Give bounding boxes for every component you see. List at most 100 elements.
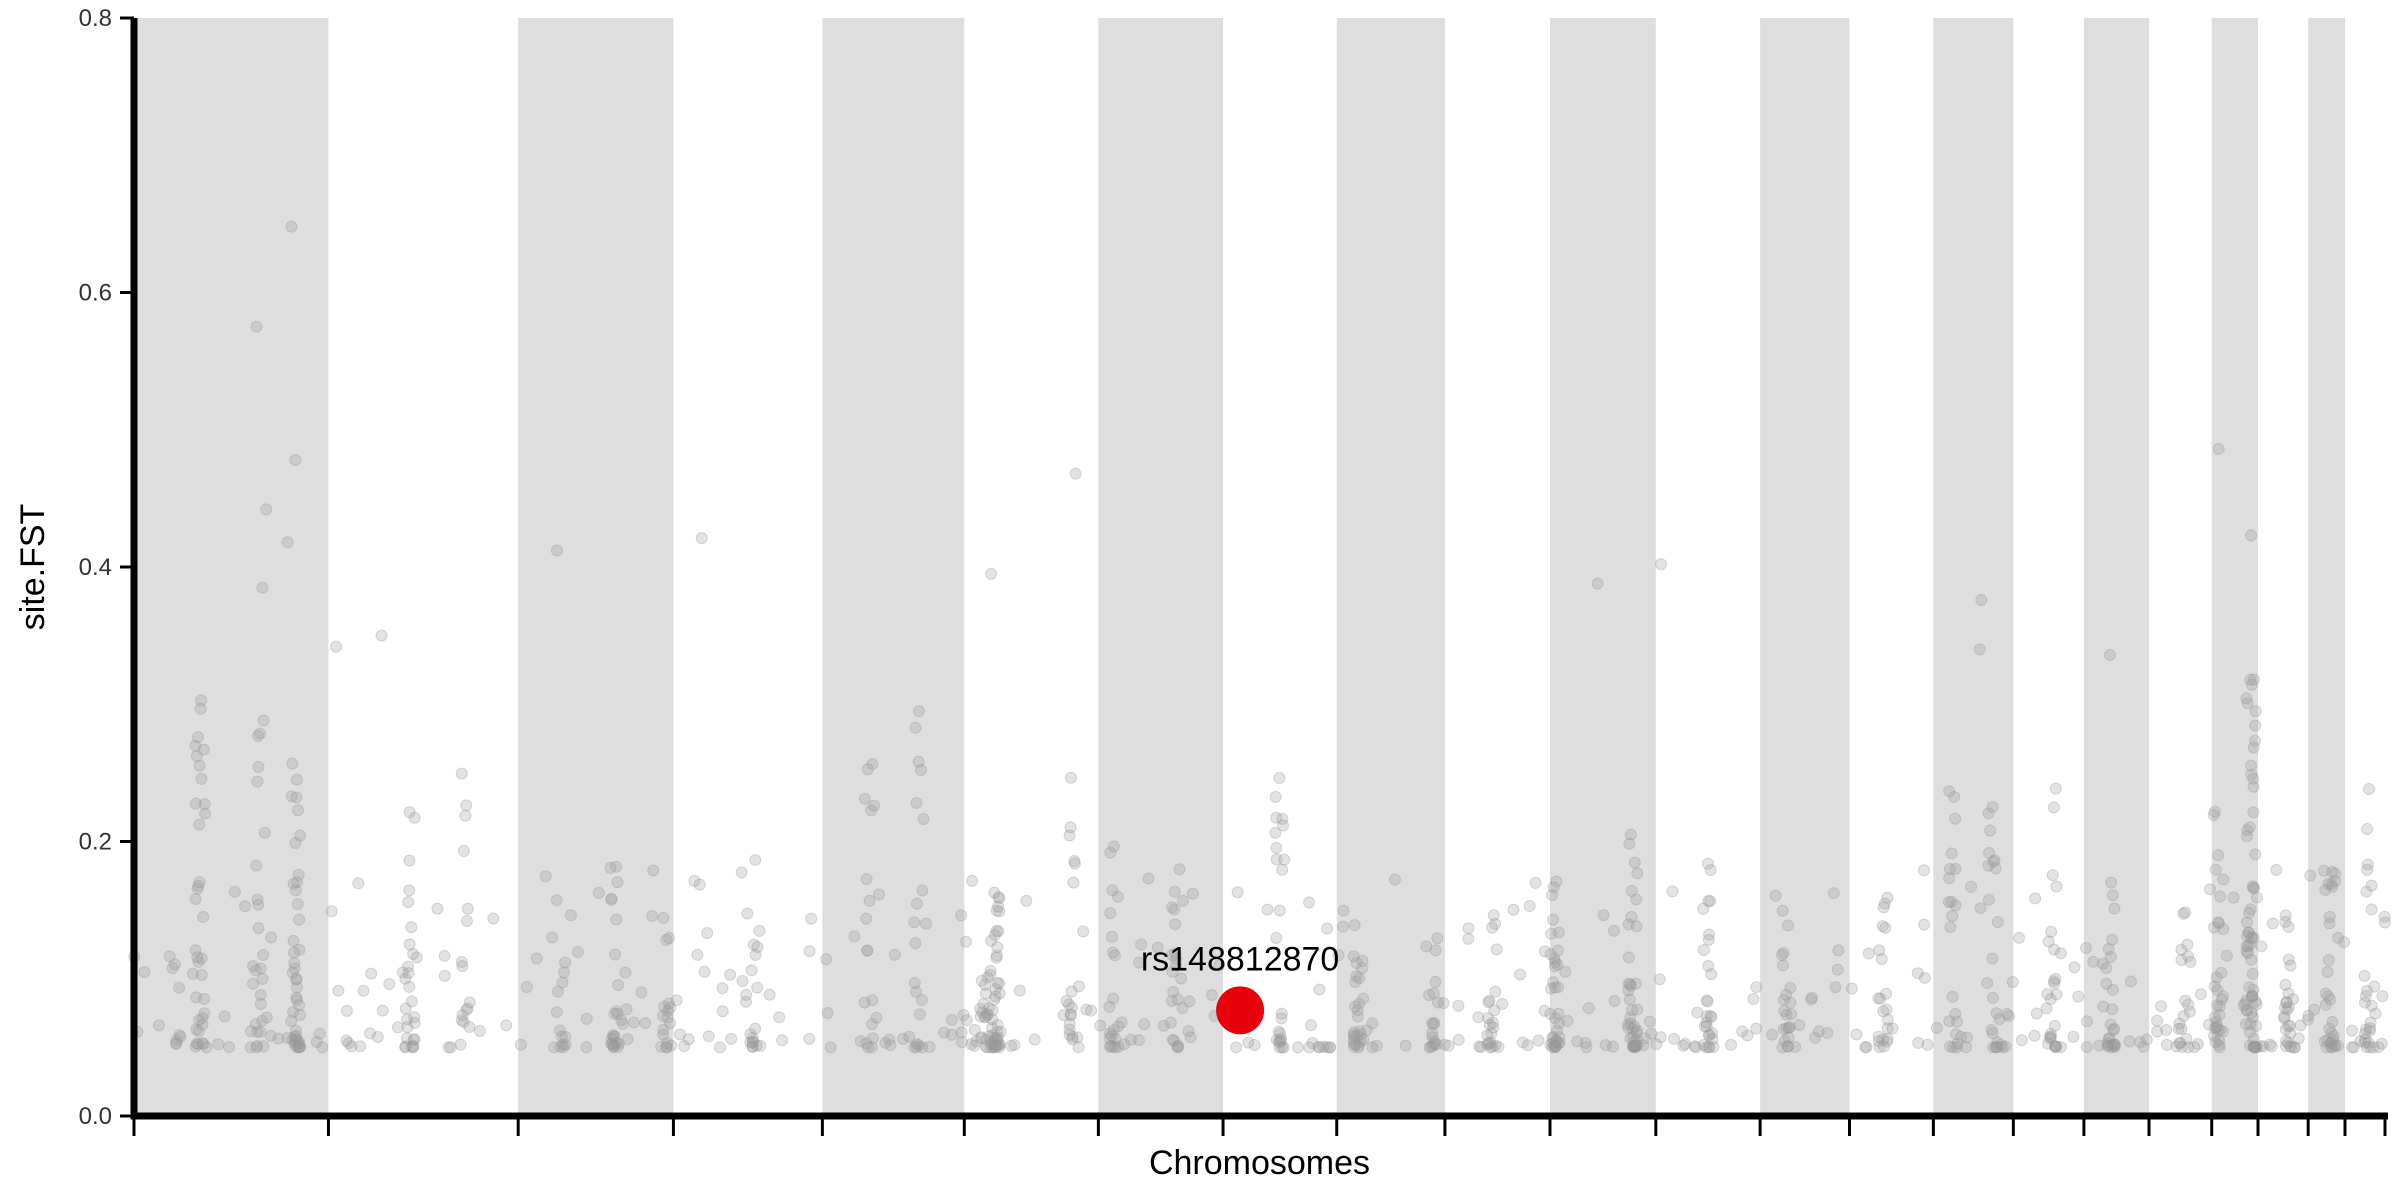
snp-point — [2279, 1040, 2292, 1053]
snp-point — [290, 973, 303, 986]
snp-point — [1725, 1038, 1738, 1051]
snp-point — [2176, 1040, 2189, 1053]
snp-point — [747, 1035, 760, 1048]
snp-point — [1655, 558, 1668, 571]
snp-point — [2282, 920, 2295, 933]
snp-point — [1991, 1036, 2004, 1049]
snp-point — [254, 1025, 267, 1038]
snp-point — [2124, 975, 2137, 988]
snp-point — [461, 902, 474, 915]
snp-point — [2248, 1041, 2261, 1054]
snp-point — [173, 1029, 186, 1042]
snp-point — [199, 807, 212, 820]
snp-point — [1630, 893, 1643, 906]
snp-point — [2365, 879, 2378, 892]
snp-point — [1705, 1011, 1718, 1024]
snp-point — [981, 1041, 994, 1054]
snp-point — [1103, 1032, 1116, 1045]
snp-point — [2044, 993, 2057, 1006]
snp-point — [2050, 1040, 2063, 1053]
snp-point — [1353, 972, 1366, 985]
snp-point — [2175, 953, 2188, 966]
snp-point — [1103, 1000, 1116, 1013]
snp-point — [1320, 1041, 1333, 1054]
snp-point — [244, 1025, 257, 1038]
snp-point — [620, 1003, 633, 1016]
snp-point — [1272, 1025, 1285, 1038]
snp-point — [1452, 999, 1465, 1012]
snp-point — [1930, 1021, 1943, 1034]
snp-point — [678, 1039, 691, 1052]
snp-point — [1103, 1027, 1116, 1040]
snp-point — [2243, 1039, 2256, 1052]
snp-point — [2360, 1023, 2373, 1036]
snp-point — [1429, 944, 1442, 957]
snp-point — [1548, 1039, 1561, 1052]
snp-point — [1750, 1022, 1763, 1035]
snp-point — [1626, 1022, 1639, 1035]
snp-point — [431, 902, 444, 915]
snp-point — [2345, 1041, 2358, 1054]
snp-point — [352, 877, 365, 890]
snp-point — [1275, 1032, 1288, 1045]
snp-point — [198, 798, 211, 811]
snp-point — [2326, 1015, 2339, 1028]
snp-point — [2363, 1022, 2376, 1035]
snp-point — [1071, 1031, 1084, 1044]
snp-point — [1789, 1040, 1802, 1053]
snp-point — [1872, 1035, 1885, 1048]
snp-point — [403, 854, 416, 867]
highlight-snp-point[interactable] — [1216, 986, 1265, 1035]
snp-point — [1094, 1019, 1107, 1032]
snp-point — [657, 1023, 670, 1036]
snp-point — [1987, 1041, 2000, 1054]
snp-point — [868, 799, 881, 812]
snp-point — [556, 976, 569, 989]
snp-point — [2270, 863, 2283, 876]
snp-point — [247, 960, 260, 973]
snp-point — [2294, 1019, 2307, 1032]
snp-point — [2181, 938, 2194, 951]
snp-point — [1438, 1038, 1451, 1051]
snp-point — [646, 909, 659, 922]
snp-point — [610, 1036, 623, 1049]
snp-point — [2212, 917, 2225, 930]
snp-point — [848, 930, 861, 943]
snp-point — [1701, 995, 1714, 1008]
snp-point — [2329, 875, 2342, 888]
snp-point — [2001, 1007, 2014, 1020]
snp-point — [1821, 1026, 1834, 1039]
snp-point — [250, 859, 263, 872]
snp-point — [530, 952, 543, 965]
snp-point — [2102, 943, 2115, 956]
snp-point — [2308, 1003, 2321, 1016]
snp-point — [1347, 1034, 1360, 1047]
snp-point — [661, 1011, 674, 1024]
snp-point — [1637, 1039, 1650, 1052]
snp-point — [1777, 1023, 1790, 1036]
snp-point — [1142, 872, 1155, 885]
snp-point — [1356, 962, 1369, 975]
snp-point — [1291, 1041, 1304, 1054]
snp-point — [740, 988, 753, 1001]
snp-point — [2102, 1039, 2115, 1052]
snp-point — [2151, 1014, 2164, 1027]
snp-point — [1918, 971, 1931, 984]
snp-point — [1544, 1038, 1557, 1051]
snp-point — [247, 977, 260, 990]
snp-point — [982, 1002, 995, 1015]
snp-point — [1483, 994, 1496, 1007]
snp-point — [2208, 1022, 2221, 1035]
chromosome-band-5 — [822, 18, 965, 1116]
snp-point — [2212, 916, 2225, 929]
snp-point — [2183, 1005, 2196, 1018]
snp-point — [1582, 1002, 1595, 1015]
snp-point — [2331, 1039, 2344, 1052]
snp-point — [1072, 1041, 1085, 1054]
snp-point — [746, 1040, 759, 1053]
snp-point — [251, 775, 264, 788]
snp-point — [1348, 919, 1361, 932]
snp-point — [291, 876, 304, 889]
snp-point — [682, 1033, 695, 1046]
snp-point — [661, 1004, 674, 1017]
